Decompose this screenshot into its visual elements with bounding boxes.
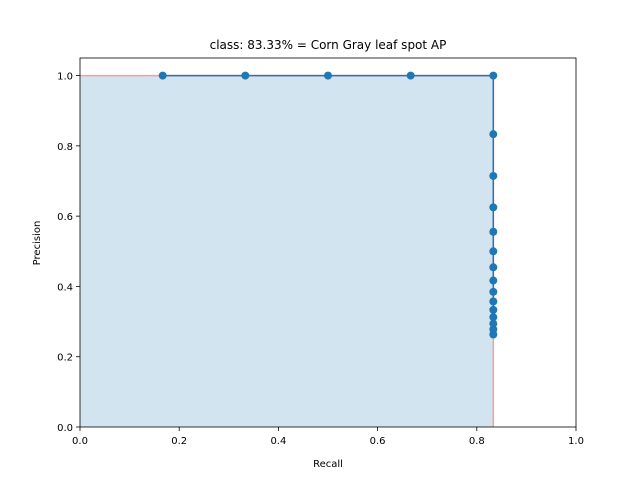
data-point: [489, 276, 498, 285]
x-tick-label: 1.0: [568, 436, 584, 447]
data-point: [489, 227, 498, 236]
y-tick-label: 0.6: [57, 212, 73, 223]
chart-title: class: 83.33% = Corn Gray leaf spot AP: [210, 38, 447, 52]
data-point: [324, 71, 332, 80]
data-point: [489, 130, 498, 139]
x-tick-label: 0.4: [270, 436, 286, 447]
x-tick-label: 0.6: [370, 436, 386, 447]
axes-frame: [79, 57, 577, 428]
x-tick-label: 0.0: [72, 436, 88, 447]
data-point: [489, 203, 498, 212]
data-point: [406, 71, 415, 80]
y-tick-label: 1.0: [57, 72, 73, 83]
data-point: [241, 71, 250, 80]
data-point: [489, 297, 498, 306]
data-point: [489, 305, 498, 314]
y-axis-ticks: 0.0 0.2 0.4 0.6 0.8 1.0: [57, 72, 80, 434]
area-fill: [80, 75, 494, 428]
x-tick-label: 0.8: [469, 436, 485, 447]
y-axis-label: Precision: [32, 221, 43, 266]
data-point: [489, 171, 498, 180]
data-point: [489, 247, 498, 256]
data-point: [489, 330, 498, 339]
x-axis-label: Recall: [313, 459, 343, 470]
data-point: [489, 319, 498, 328]
data-point: [158, 71, 167, 80]
y-tick-label: 0.8: [57, 142, 73, 153]
data-point: [489, 313, 498, 322]
data-point: [489, 71, 498, 80]
y-tick-label: 0.4: [57, 282, 73, 293]
data-point: [489, 287, 498, 296]
y-tick-label: 0.0: [57, 423, 73, 434]
plot-area: [79, 57, 577, 428]
x-tick-label: 0.2: [171, 436, 187, 447]
data-point: [489, 263, 498, 272]
x-axis-ticks: 0.0 0.2 0.4 0.6 0.8 1.0: [72, 427, 584, 447]
y-tick-label: 0.2: [57, 353, 73, 364]
